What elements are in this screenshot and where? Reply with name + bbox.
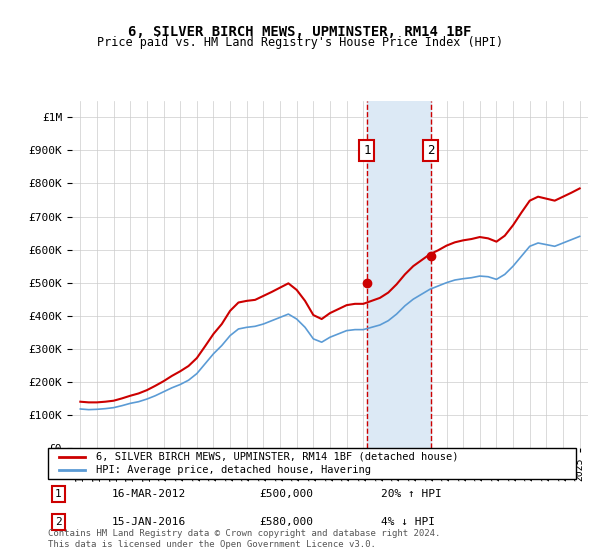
Text: 6, SILVER BIRCH MEWS, UPMINSTER, RM14 1BF: 6, SILVER BIRCH MEWS, UPMINSTER, RM14 1B…: [128, 25, 472, 39]
Text: 6, SILVER BIRCH MEWS, UPMINSTER, RM14 1BF (detached house): 6, SILVER BIRCH MEWS, UPMINSTER, RM14 1B…: [95, 451, 458, 461]
Text: £580,000: £580,000: [259, 517, 313, 527]
Text: 4% ↓ HPI: 4% ↓ HPI: [380, 517, 434, 527]
Text: 1: 1: [55, 489, 62, 499]
Text: 2: 2: [55, 517, 62, 527]
Text: 20% ↑ HPI: 20% ↑ HPI: [380, 489, 442, 499]
Text: £500,000: £500,000: [259, 489, 313, 499]
Text: Contains HM Land Registry data © Crown copyright and database right 2024.
This d: Contains HM Land Registry data © Crown c…: [48, 529, 440, 549]
Bar: [367, 101, 431, 448]
Text: HPI: Average price, detached house, Havering: HPI: Average price, detached house, Have…: [95, 465, 371, 475]
Text: Price paid vs. HM Land Registry's House Price Index (HPI): Price paid vs. HM Land Registry's House …: [97, 36, 503, 49]
Text: 1: 1: [363, 144, 371, 157]
FancyBboxPatch shape: [48, 448, 576, 479]
Text: 15-JAN-2016: 15-JAN-2016: [112, 517, 185, 527]
Text: 16-MAR-2012: 16-MAR-2012: [112, 489, 185, 499]
Text: 2: 2: [427, 144, 434, 157]
